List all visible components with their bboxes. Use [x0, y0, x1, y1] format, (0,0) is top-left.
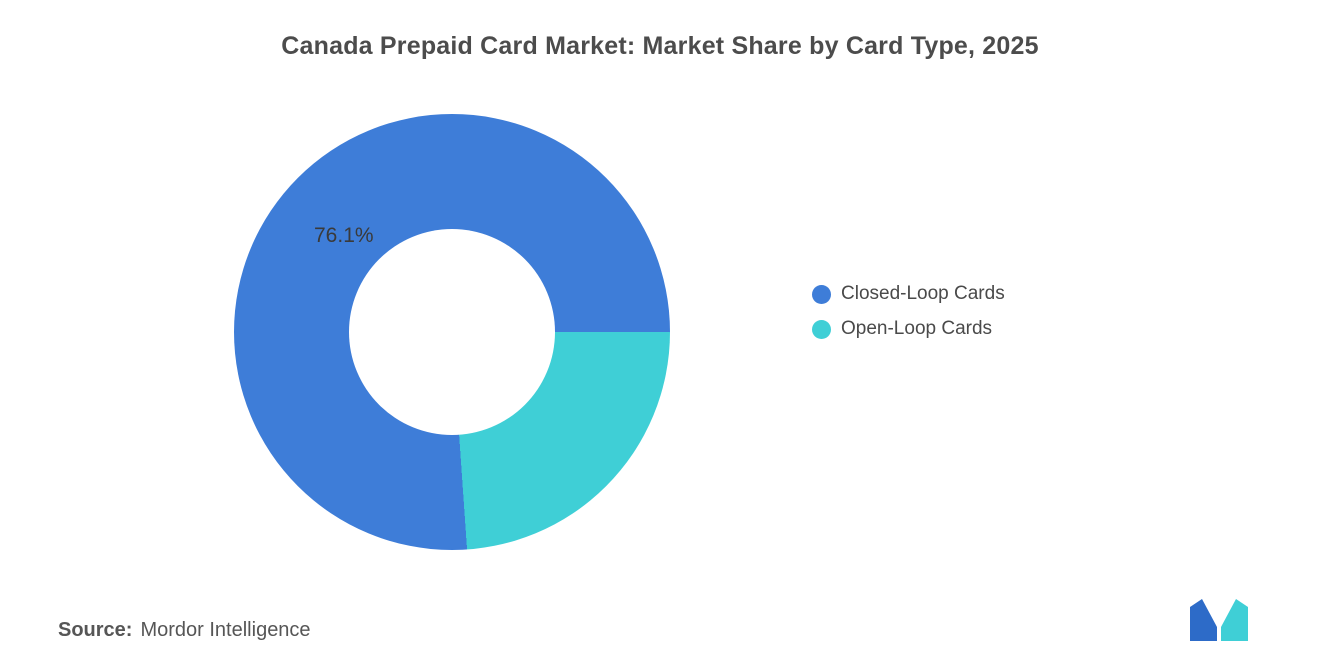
source-value: Mordor Intelligence — [140, 619, 311, 641]
legend-item-open-loop: Open-Loop Cards — [812, 318, 1005, 340]
source-line: Source: Mordor Intelligence — [58, 619, 311, 642]
logo-left-shape — [1190, 599, 1217, 641]
source-label: Source: — [58, 619, 133, 641]
legend-swatch — [812, 319, 831, 339]
donut-hole — [349, 229, 555, 435]
chart-legend: Closed-Loop Cards Open-Loop Cards — [812, 283, 1005, 353]
legend-label-open-loop: Open-Loop Cards — [841, 318, 993, 339]
logo-right-shape — [1221, 599, 1248, 641]
legend-item-closed-loop: Closed-Loop Cards — [812, 283, 1005, 305]
donut-chart: 76.1% — [234, 114, 670, 550]
legend-label-closed-loop: Closed-Loop Cards — [841, 283, 1005, 304]
chart-title: Canada Prepaid Card Market: Market Share… — [281, 32, 1039, 60]
legend-swatch — [812, 284, 831, 304]
closed-loop-percentage-label: 76.1% — [314, 224, 374, 247]
mordor-intelligence-logo — [1190, 599, 1248, 641]
